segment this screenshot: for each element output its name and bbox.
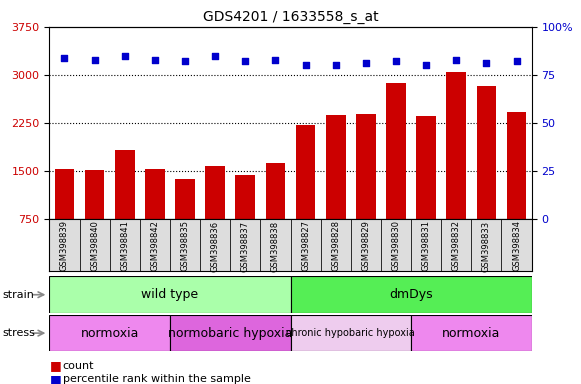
- Bar: [200, 219, 230, 271]
- Bar: [411, 315, 532, 351]
- Point: [421, 62, 431, 68]
- Text: ■: ■: [49, 373, 61, 384]
- Point: [180, 58, 189, 65]
- Text: GSM398839: GSM398839: [60, 220, 69, 271]
- Point: [361, 60, 371, 66]
- Bar: [381, 219, 411, 271]
- Text: strain: strain: [3, 290, 35, 300]
- Point: [60, 55, 69, 61]
- Text: GSM398842: GSM398842: [150, 220, 159, 271]
- Text: count: count: [63, 361, 94, 371]
- Bar: [290, 276, 532, 313]
- Bar: [49, 276, 290, 313]
- Point: [90, 56, 99, 63]
- Point: [482, 60, 491, 66]
- Title: GDS4201 / 1633558_s_at: GDS4201 / 1633558_s_at: [203, 10, 378, 25]
- Text: GSM398831: GSM398831: [422, 220, 431, 271]
- Bar: [351, 219, 381, 271]
- Point: [210, 53, 220, 59]
- Bar: [230, 219, 260, 271]
- Point: [271, 56, 280, 63]
- Text: GSM398837: GSM398837: [241, 220, 250, 271]
- Bar: [115, 151, 135, 219]
- Bar: [170, 315, 290, 351]
- Text: GSM398834: GSM398834: [512, 220, 521, 271]
- Bar: [140, 219, 170, 271]
- Text: GSM398829: GSM398829: [361, 220, 370, 271]
- Text: dmDys: dmDys: [389, 288, 433, 301]
- Bar: [411, 219, 441, 271]
- Bar: [296, 125, 315, 219]
- Bar: [49, 315, 170, 351]
- Bar: [235, 175, 255, 219]
- Point: [392, 58, 401, 65]
- Text: stress: stress: [3, 328, 36, 338]
- Text: GSM398832: GSM398832: [452, 220, 461, 271]
- Bar: [49, 219, 80, 271]
- Bar: [441, 219, 471, 271]
- Bar: [476, 86, 496, 219]
- Bar: [356, 114, 376, 219]
- Bar: [170, 219, 200, 271]
- Text: chronic hypobaric hypoxia: chronic hypobaric hypoxia: [286, 328, 415, 338]
- Point: [120, 53, 130, 59]
- Bar: [386, 83, 406, 219]
- Bar: [205, 166, 225, 219]
- Bar: [501, 219, 532, 271]
- Bar: [507, 112, 526, 219]
- Text: GSM398840: GSM398840: [90, 220, 99, 271]
- Text: normoxia: normoxia: [81, 327, 139, 339]
- Bar: [85, 170, 105, 219]
- Text: normoxia: normoxia: [442, 327, 500, 339]
- Bar: [145, 169, 164, 219]
- Bar: [446, 72, 466, 219]
- Bar: [290, 315, 411, 351]
- Text: GSM398830: GSM398830: [392, 220, 400, 271]
- Text: GSM398835: GSM398835: [181, 220, 189, 271]
- Point: [301, 62, 310, 68]
- Text: GSM398836: GSM398836: [211, 220, 220, 271]
- Bar: [290, 219, 321, 271]
- Point: [512, 58, 521, 65]
- Text: GSM398827: GSM398827: [301, 220, 310, 271]
- Bar: [266, 163, 285, 219]
- Bar: [175, 179, 195, 219]
- Text: GSM398838: GSM398838: [271, 220, 280, 271]
- Bar: [110, 219, 140, 271]
- Bar: [260, 219, 290, 271]
- Point: [150, 56, 160, 63]
- Bar: [55, 169, 74, 219]
- Bar: [321, 219, 351, 271]
- Text: GSM398841: GSM398841: [120, 220, 129, 271]
- Bar: [326, 115, 346, 219]
- Point: [451, 56, 461, 63]
- Bar: [471, 219, 501, 271]
- Bar: [80, 219, 110, 271]
- Text: GSM398828: GSM398828: [331, 220, 340, 271]
- Bar: [417, 116, 436, 219]
- Point: [331, 62, 340, 68]
- Text: ■: ■: [49, 359, 61, 372]
- Text: GSM398833: GSM398833: [482, 220, 491, 271]
- Text: normobaric hypoxia: normobaric hypoxia: [168, 327, 292, 339]
- Text: percentile rank within the sample: percentile rank within the sample: [63, 374, 250, 384]
- Text: wild type: wild type: [141, 288, 199, 301]
- Point: [241, 58, 250, 65]
